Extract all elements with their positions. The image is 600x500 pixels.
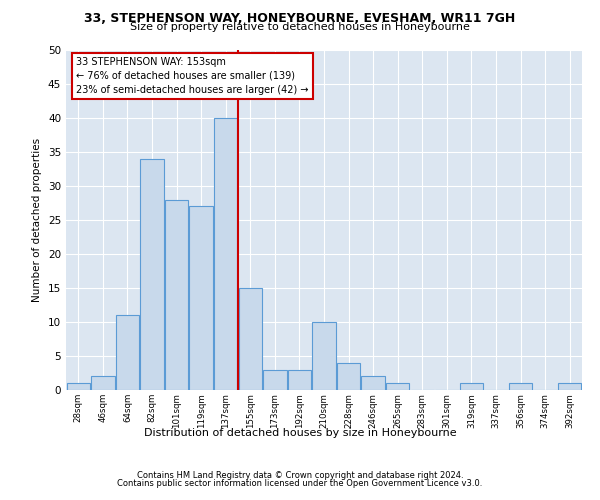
- Bar: [361, 376, 385, 390]
- Text: Size of property relative to detached houses in Honeybourne: Size of property relative to detached ho…: [130, 22, 470, 32]
- Bar: [214, 118, 238, 390]
- Bar: [288, 370, 311, 390]
- Bar: [460, 383, 483, 390]
- Bar: [337, 363, 360, 390]
- Text: Contains public sector information licensed under the Open Government Licence v3: Contains public sector information licen…: [118, 478, 482, 488]
- Bar: [165, 200, 188, 390]
- Bar: [386, 383, 409, 390]
- Y-axis label: Number of detached properties: Number of detached properties: [32, 138, 43, 302]
- Text: Contains HM Land Registry data © Crown copyright and database right 2024.: Contains HM Land Registry data © Crown c…: [137, 471, 463, 480]
- Bar: [190, 206, 213, 390]
- Bar: [67, 383, 90, 390]
- Bar: [263, 370, 287, 390]
- Bar: [509, 383, 532, 390]
- Bar: [140, 159, 164, 390]
- Bar: [91, 376, 115, 390]
- Text: 33 STEPHENSON WAY: 153sqm
← 76% of detached houses are smaller (139)
23% of semi: 33 STEPHENSON WAY: 153sqm ← 76% of detac…: [76, 57, 309, 95]
- Bar: [313, 322, 335, 390]
- Bar: [239, 288, 262, 390]
- Bar: [558, 383, 581, 390]
- Bar: [116, 315, 139, 390]
- Text: Distribution of detached houses by size in Honeybourne: Distribution of detached houses by size …: [143, 428, 457, 438]
- Text: 33, STEPHENSON WAY, HONEYBOURNE, EVESHAM, WR11 7GH: 33, STEPHENSON WAY, HONEYBOURNE, EVESHAM…: [85, 12, 515, 26]
